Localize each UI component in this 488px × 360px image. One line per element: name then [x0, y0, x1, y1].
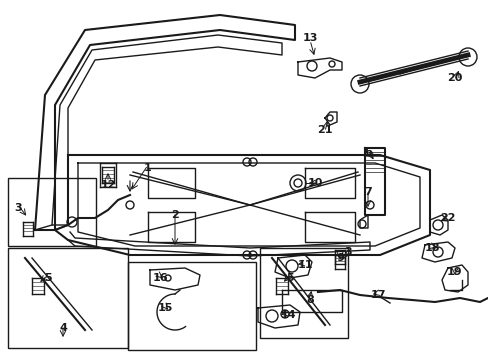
Text: 8: 8: [305, 295, 313, 305]
Text: 21: 21: [317, 125, 332, 135]
Bar: [260, 248, 347, 338]
Text: 6: 6: [364, 147, 371, 157]
Text: 5: 5: [285, 273, 293, 283]
Text: 22: 22: [439, 213, 455, 223]
Text: 4: 4: [59, 323, 67, 333]
Text: 11: 11: [297, 260, 312, 270]
Text: 19: 19: [446, 267, 462, 277]
Bar: [8, 248, 128, 348]
Text: 7: 7: [364, 187, 371, 197]
Text: 3: 3: [14, 203, 22, 213]
Text: 12: 12: [100, 180, 116, 190]
Text: 15: 15: [157, 303, 172, 313]
Bar: [8, 178, 96, 246]
Bar: [128, 262, 256, 350]
Text: 13: 13: [302, 33, 317, 43]
Text: 14: 14: [280, 310, 295, 320]
Text: 10: 10: [306, 178, 322, 188]
Text: 9: 9: [335, 253, 343, 263]
Text: 1: 1: [144, 163, 152, 173]
Text: 5: 5: [44, 273, 52, 283]
Text: 17: 17: [369, 290, 385, 300]
Text: 18: 18: [424, 243, 439, 253]
Text: 20: 20: [447, 73, 462, 83]
Text: 2: 2: [171, 210, 179, 220]
Text: 16: 16: [152, 273, 167, 283]
Text: 3: 3: [344, 247, 351, 257]
